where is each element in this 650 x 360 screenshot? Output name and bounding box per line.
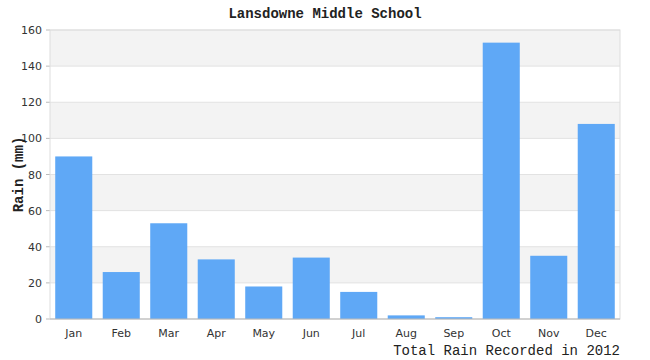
x-tick-label: Dec (586, 327, 607, 340)
chart-container: 020406080100120140160JanFebMarAprMayJunJ… (0, 0, 650, 360)
bar (340, 292, 377, 319)
y-tick-label: 40 (28, 241, 42, 254)
x-tick-label: Jan (64, 327, 82, 340)
grid-band (50, 30, 620, 66)
x-tick-label: Nov (538, 327, 560, 340)
plot-background (50, 30, 620, 319)
y-tick-label: 20 (28, 277, 42, 290)
y-axis-label: Rain (mm) (11, 137, 27, 213)
x-tick-label: Sep (443, 327, 464, 340)
grid-band (50, 102, 620, 138)
grid-line (50, 210, 620, 211)
x-tick-label: Jun (302, 327, 320, 340)
bars (55, 43, 615, 319)
y-tick-label: 140 (21, 60, 42, 73)
x-axis-label: Total Rain Recorded in 2012 (393, 343, 620, 359)
bar (578, 124, 615, 319)
bar (388, 315, 425, 319)
bar (55, 156, 92, 319)
y-tick (46, 282, 50, 283)
title: Lansdowne Middle School (228, 6, 421, 22)
grid-line (50, 319, 620, 320)
grid-line (50, 66, 620, 67)
grid-line (50, 138, 620, 139)
chart-svg: 020406080100120140160JanFebMarAprMayJunJ… (0, 0, 650, 360)
y-tick-label: 60 (28, 205, 42, 218)
y-tick (46, 210, 50, 211)
bar (530, 256, 567, 319)
y-tick (46, 30, 50, 31)
y-tick-label: 0 (35, 313, 42, 326)
bar (150, 223, 187, 319)
y-tick (46, 319, 50, 320)
bar (483, 43, 520, 319)
x-tick-label: Feb (112, 327, 131, 340)
x-tick-label: Oct (492, 327, 512, 340)
y-tick (46, 246, 50, 247)
grid-band (50, 175, 620, 211)
bar (103, 272, 140, 319)
bar (198, 259, 235, 319)
y-tick-label: 120 (21, 96, 42, 109)
bar (245, 286, 282, 319)
grid-line (50, 246, 620, 247)
y-tick (46, 102, 50, 103)
bar (293, 258, 330, 319)
x-tick-label: Mar (158, 327, 179, 340)
plot-frame (50, 30, 620, 319)
y-tick-label: 80 (28, 169, 42, 182)
x-tick-label: May (252, 327, 275, 340)
y-tick (46, 66, 50, 67)
grid-line (50, 102, 620, 103)
grid-line (50, 174, 620, 175)
y-tick (46, 174, 50, 175)
y-tick-label: 160 (21, 24, 42, 37)
y-tick (46, 138, 50, 139)
x-tick-label: Jul (351, 327, 365, 340)
x-tick-label: Apr (207, 327, 227, 340)
x-tick-label: Aug (396, 327, 417, 340)
x-axis-line (50, 319, 620, 320)
